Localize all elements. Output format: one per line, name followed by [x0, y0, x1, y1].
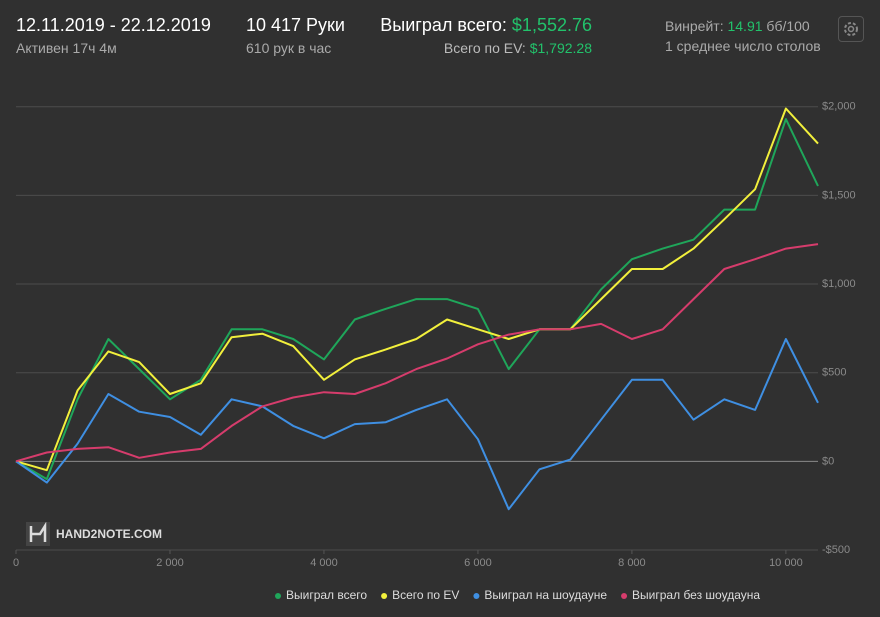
series-line [15, 118, 819, 481]
value: $1,552.76 [511, 15, 592, 35]
value: $1,792.28 [529, 40, 592, 56]
value: 14.91 [727, 18, 763, 34]
legend-marker [473, 593, 480, 599]
series-line [15, 338, 819, 511]
x-tick-label: 2 000 [156, 557, 184, 569]
active-time: Активен 17ч 4м [16, 40, 117, 56]
ev-total: Всего по EV: $1,792.28 [444, 40, 592, 56]
logo-text: HAND2NOTE.COM [56, 527, 163, 541]
legend-marker [275, 593, 281, 599]
y-tick-label: $1,000 [822, 278, 856, 290]
legend-label: Всего по EV [392, 588, 459, 602]
logo-icon [26, 522, 50, 546]
label: Выиграл всего: [380, 15, 507, 35]
legend-label: Выиграл всего [286, 588, 367, 602]
winrate: Винрейт: 14.91 бб/100 [665, 18, 810, 34]
hands-per-hour: 610 рук в час [246, 40, 332, 56]
legend-marker [621, 593, 628, 599]
y-tick-label: $1,500 [822, 189, 856, 201]
y-tick-label: $500 [822, 367, 846, 379]
label: Винрейт: [665, 18, 724, 34]
x-tick-label: 4 000 [310, 557, 338, 569]
gear-icon [844, 22, 858, 36]
y-tick-label: $0 [822, 455, 834, 467]
legend-label: Выиграл без шоудауна [632, 588, 760, 602]
series-line [15, 243, 819, 463]
hands: 10 417 Руки [246, 15, 345, 35]
logo: HAND2NOTE.COM [26, 522, 162, 546]
x-tick-label: 8 000 [618, 557, 646, 569]
tables: 1 среднее число столов [665, 38, 821, 54]
x-tick-label: 10 000 [769, 557, 803, 569]
won-total: Выиграл всего: $1,552.76 [380, 15, 592, 36]
y-tick-label: -$500 [822, 544, 850, 556]
x-tick-label: 0 [13, 557, 19, 569]
legend-marker [381, 593, 388, 599]
date-range: 12.11.2019 - 22.12.2019 [16, 15, 211, 35]
settings-button[interactable] [838, 16, 864, 42]
label: Всего по EV: [443, 40, 526, 56]
series-line [15, 107, 819, 472]
legend-label: Выиграл на шоудауне [484, 588, 607, 602]
unit: бб/100 [766, 18, 810, 34]
y-tick-label: $2,000 [822, 101, 856, 113]
x-tick-label: 6 000 [464, 557, 492, 569]
